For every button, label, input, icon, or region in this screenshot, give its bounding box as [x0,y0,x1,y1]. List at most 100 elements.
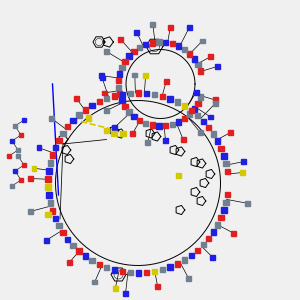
Bar [144,270,149,275]
Bar [46,168,52,174]
Bar [175,99,180,105]
Bar [208,54,213,59]
Bar [192,56,197,62]
Bar [112,267,117,272]
Bar [201,118,206,124]
Bar [28,209,33,214]
Bar [176,44,182,49]
Bar [131,49,137,54]
Bar [164,80,169,84]
Bar [76,112,82,118]
Bar [45,212,51,218]
Bar [210,255,215,260]
Bar [182,257,187,263]
Bar [89,103,95,108]
Bar [223,200,229,205]
Bar [45,184,51,190]
Bar [163,40,169,45]
Bar [70,118,76,123]
Bar [195,100,200,106]
Bar [136,90,141,96]
Bar [225,169,230,174]
Bar [116,78,121,83]
Bar [92,280,97,284]
Bar [144,91,149,96]
Bar [198,130,203,135]
Bar [44,238,49,243]
Bar [13,169,17,173]
Bar [76,248,82,254]
Bar [195,62,200,68]
Bar [163,138,168,143]
Bar [150,122,155,128]
Bar [221,153,226,159]
Bar [208,115,213,119]
Bar [56,137,62,143]
Bar [218,146,224,151]
Bar [194,90,199,94]
Bar [60,130,66,136]
Bar [189,108,194,113]
Bar [170,122,175,127]
Bar [187,51,193,57]
Bar [150,40,155,46]
Bar [74,96,79,100]
Bar [137,118,142,123]
Bar [211,229,216,235]
Bar [56,223,62,229]
Bar [176,172,182,178]
Bar [189,253,194,258]
Bar [156,39,162,45]
Bar [160,94,165,99]
Bar [50,152,55,158]
Bar [67,260,72,265]
Bar [137,45,142,50]
Bar [120,269,125,274]
Bar [181,137,186,142]
Bar [167,264,173,270]
Bar [10,184,14,188]
Bar [146,140,150,145]
Bar [195,248,200,253]
Bar [130,131,135,136]
Bar [215,64,220,69]
Bar [48,200,53,206]
Bar [155,284,160,289]
Bar [117,92,122,97]
Bar [82,107,88,113]
Bar [10,139,14,143]
Bar [82,253,88,259]
Bar [126,53,132,59]
Bar [99,73,103,78]
Bar [123,291,128,296]
Bar [201,242,206,248]
Bar [215,222,220,228]
Bar [104,96,110,101]
Bar [206,236,212,241]
Bar [143,42,148,47]
Bar [215,138,220,144]
Bar [211,131,216,137]
Bar [102,91,106,95]
Bar [245,201,250,206]
Bar [19,178,23,182]
Bar [65,124,70,129]
Bar [143,121,148,126]
Bar [182,103,187,109]
Bar [228,130,232,135]
Bar [28,176,32,181]
Bar [192,106,197,112]
Bar [116,85,121,90]
Bar [104,108,109,113]
Bar [100,76,104,80]
Bar [85,115,91,121]
Bar [122,59,128,64]
Bar [213,98,218,102]
Bar [119,65,124,70]
Bar [195,113,200,118]
Bar [156,123,162,129]
Bar [70,243,76,248]
Bar [104,265,110,270]
Bar [128,270,133,275]
Bar [16,154,20,158]
